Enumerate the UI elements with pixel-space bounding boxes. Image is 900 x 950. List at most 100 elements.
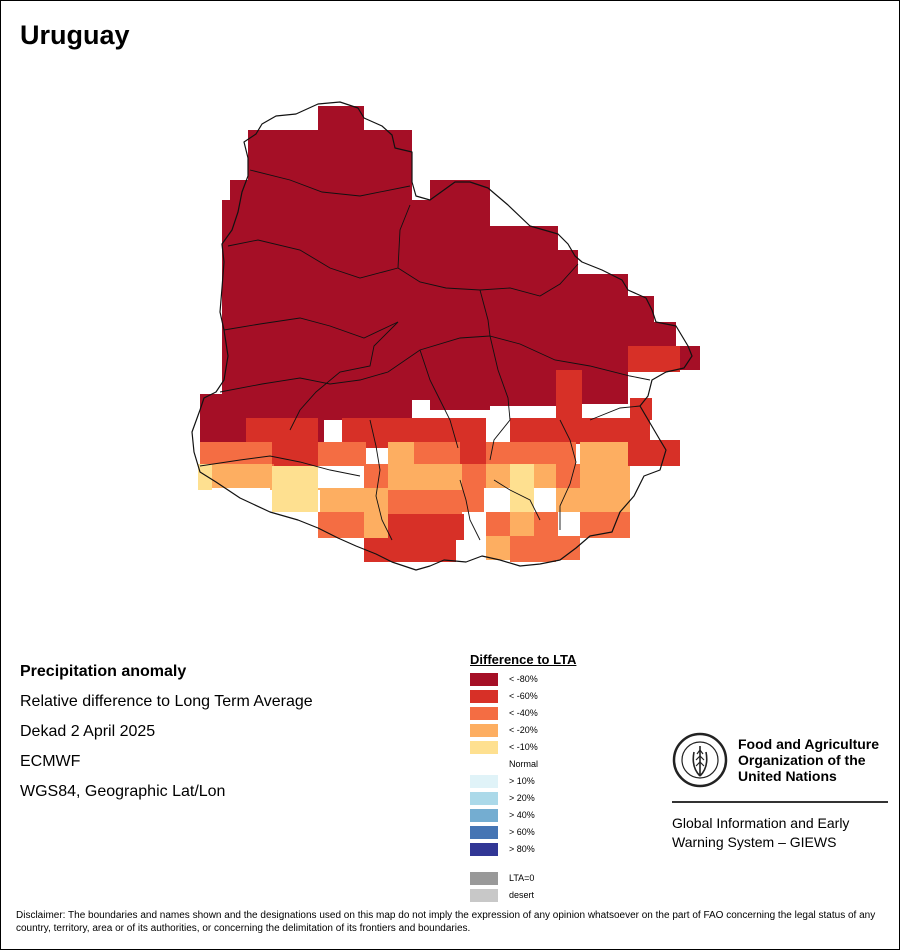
disclaimer: Disclaimer: The boundaries and names sho… bbox=[16, 910, 876, 934]
legend-label: > 40% bbox=[509, 810, 535, 820]
legend-title: Difference to LTA bbox=[470, 652, 577, 667]
anomaly-cell bbox=[652, 322, 676, 346]
map-title: Uruguay bbox=[20, 20, 130, 50]
anomaly-cell bbox=[462, 464, 486, 488]
legend-swatch bbox=[470, 792, 498, 805]
legend-swatch bbox=[470, 843, 498, 856]
anomaly-cell bbox=[556, 370, 582, 426]
legend-label: < -60% bbox=[509, 691, 538, 701]
legend-item: < -80% bbox=[470, 673, 576, 690]
legend-swatch bbox=[470, 741, 498, 754]
anomaly-cell-normal bbox=[484, 488, 510, 512]
legend-swatch bbox=[470, 826, 498, 839]
info-heading: Precipitation anomaly bbox=[20, 663, 187, 680]
legend-swatch bbox=[470, 724, 498, 737]
map-info: Precipitation anomaly Relative differenc… bbox=[20, 657, 313, 807]
giews-name: Global Information and Early Warning Sys… bbox=[672, 815, 850, 850]
legend-swatch bbox=[470, 889, 498, 902]
anomaly-cell bbox=[320, 488, 366, 512]
anomaly-cell bbox=[580, 466, 630, 512]
legend-item: Normal bbox=[470, 758, 576, 775]
fao-name: Food and Agriculture Organization of the… bbox=[738, 736, 880, 784]
anomaly-cell bbox=[510, 512, 534, 536]
legend-item: LTA=0 bbox=[470, 872, 576, 889]
anomaly-cell bbox=[580, 418, 650, 444]
legend-item: desert bbox=[470, 889, 576, 906]
legend-label: < -40% bbox=[509, 708, 538, 718]
anomaly-cell bbox=[198, 464, 212, 490]
legend-item: < -40% bbox=[470, 707, 576, 724]
anomaly-cell bbox=[200, 394, 224, 444]
precipitation-map bbox=[191, 101, 700, 571]
anomaly-cell bbox=[628, 440, 680, 466]
anomaly-cell bbox=[460, 418, 486, 466]
info-line: Dekad 2 April 2025 bbox=[20, 723, 156, 740]
legend-label: > 10% bbox=[509, 776, 535, 786]
anomaly-cell bbox=[272, 466, 318, 512]
legend-swatch bbox=[470, 690, 498, 703]
fao-logo-icon bbox=[672, 732, 728, 788]
legend-label: > 80% bbox=[509, 844, 535, 854]
anomaly-cell bbox=[414, 442, 460, 466]
legend-label: Normal bbox=[509, 759, 539, 769]
anomaly-cell bbox=[200, 442, 272, 466]
country-boundary bbox=[191, 101, 693, 571]
anomaly-cell bbox=[222, 200, 412, 420]
anomaly-cell bbox=[388, 442, 414, 490]
anomaly-cell bbox=[388, 490, 462, 514]
legend-item: < -20% bbox=[470, 724, 576, 741]
legend-item: < -10% bbox=[470, 741, 576, 758]
legend: Difference to LTA < -80% < -60% < -40% < -2… bbox=[470, 652, 576, 906]
divider bbox=[672, 801, 888, 803]
anomaly-cell bbox=[630, 398, 652, 420]
legend-swatch bbox=[470, 673, 498, 686]
anomaly-cell bbox=[580, 442, 628, 468]
anomaly-cell bbox=[486, 512, 510, 536]
legend-item: > 10% bbox=[470, 775, 576, 792]
legend-swatch bbox=[470, 775, 498, 788]
legend-label: > 60% bbox=[509, 827, 535, 837]
info-line: WGS84, Geographic Lat/Lon bbox=[20, 783, 226, 800]
legend-items: < -80% < -60% < -40% < -20% < -10% Normal > 10… bbox=[470, 673, 576, 906]
anomaly-cell bbox=[410, 200, 430, 400]
anomaly-cell bbox=[510, 464, 534, 512]
anomaly-cell-normal bbox=[318, 466, 364, 488]
anomaly-cell-normal bbox=[220, 488, 270, 514]
anomaly-cell bbox=[532, 464, 556, 488]
legend-label: LTA=0 bbox=[509, 873, 535, 883]
anomaly-cell bbox=[486, 464, 512, 488]
anomaly-cell bbox=[388, 514, 464, 540]
legend-swatch bbox=[470, 707, 498, 720]
anomaly-cell bbox=[226, 464, 272, 488]
legend-label: < -20% bbox=[509, 725, 538, 735]
legend-item: > 60% bbox=[470, 826, 576, 843]
legend-swatch bbox=[470, 872, 498, 885]
anomaly-cell bbox=[388, 418, 460, 444]
legend-label: < -80% bbox=[509, 674, 538, 684]
legend-swatch bbox=[470, 809, 498, 822]
anomaly-cell bbox=[318, 442, 342, 466]
anomaly-cell bbox=[430, 180, 490, 410]
legend-item: > 80% bbox=[470, 843, 576, 860]
legend-label: < -10% bbox=[509, 742, 538, 752]
anomaly-cell bbox=[486, 536, 510, 560]
anomaly-cell bbox=[556, 464, 580, 488]
legend-label: desert bbox=[509, 890, 535, 900]
info-line: Relative difference to Long Term Average bbox=[20, 693, 313, 710]
legend-item: > 40% bbox=[470, 809, 576, 826]
anomaly-cell bbox=[490, 226, 558, 406]
legend-swatch bbox=[470, 758, 498, 771]
legend-item: < -60% bbox=[470, 690, 576, 707]
internal-boundaries bbox=[199, 169, 651, 541]
anomaly-cell bbox=[342, 442, 366, 466]
legend-label: > 20% bbox=[509, 793, 535, 803]
anomaly-cell bbox=[578, 274, 628, 404]
anomaly-cell bbox=[628, 346, 680, 372]
anomaly-cell bbox=[486, 442, 576, 466]
info-line: ECMWF bbox=[20, 753, 81, 770]
legend-item: > 20% bbox=[470, 792, 576, 809]
anomaly-cell bbox=[510, 536, 556, 562]
anomaly-cell bbox=[510, 418, 580, 444]
anomaly-cell bbox=[364, 464, 388, 488]
anomaly-cell bbox=[580, 512, 630, 538]
